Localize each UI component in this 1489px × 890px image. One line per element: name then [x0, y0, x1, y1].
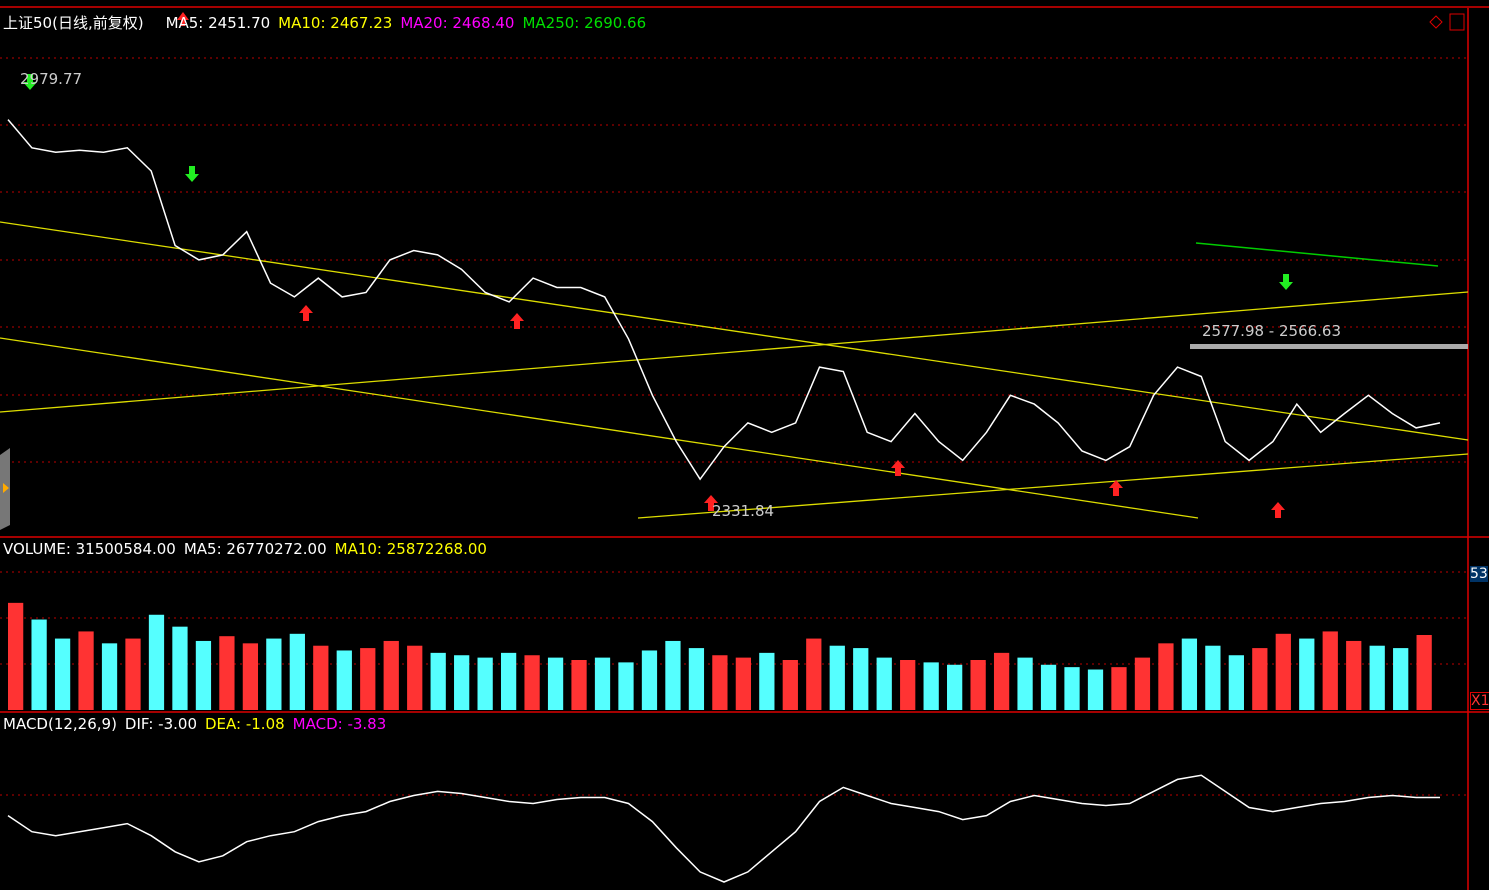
volume-bar — [1275, 633, 1291, 710]
range-marker — [1190, 344, 1468, 349]
volume-bar — [993, 652, 1010, 710]
legend-entry: DIF: -3.00 — [124, 715, 197, 733]
range-annotation: 2577.98 - 2566.63 — [1202, 322, 1342, 340]
price-line — [7, 774, 1440, 883]
volume-bar — [547, 657, 564, 710]
volume-bar — [1228, 655, 1244, 710]
volume-bar — [148, 614, 165, 710]
volume-bar — [735, 657, 751, 710]
volume-bar — [407, 645, 423, 710]
volume-bar — [1416, 634, 1432, 710]
legend-entry: MACD: -3.83 — [292, 715, 387, 733]
volume-bar — [430, 652, 446, 710]
legend-entry: MA5: 26770272.00 — [183, 540, 327, 558]
price-header: 上证50(日线,前复权) MA5: 2451.70 MA10: 2467.23 MA2… — [3, 12, 662, 33]
volume-bar — [876, 657, 892, 710]
volume-bar — [1299, 638, 1315, 710]
volume-bar — [125, 638, 141, 710]
volume-bar — [524, 655, 540, 710]
volume-bar — [1087, 669, 1104, 710]
volume-bar — [806, 638, 822, 710]
legend-entry: MA10: 25872268.00 — [334, 540, 487, 558]
volume-bar — [688, 648, 705, 710]
volume-header: VOLUME: 31500584.00 MA5: 26770272.00 MA10:… — [3, 540, 495, 558]
volume-bar — [618, 662, 634, 710]
signal-arrows — [23, 74, 1293, 518]
window-icon[interactable] — [1449, 13, 1465, 31]
volume-bar — [641, 650, 658, 710]
grid — [0, 57, 1468, 796]
volume-bar — [219, 636, 235, 710]
volume-bar — [1252, 648, 1268, 710]
volume-bar — [900, 660, 916, 710]
volume-bar — [54, 638, 71, 710]
side-tab-arrow — [3, 483, 9, 493]
scale-label: X1 — [1470, 692, 1489, 710]
price-line — [7, 119, 1441, 481]
volume-bar — [970, 660, 986, 710]
volume-bar — [712, 655, 728, 710]
volume-bar — [759, 652, 775, 710]
trend-line — [1195, 242, 1439, 267]
volume-bar — [947, 664, 963, 710]
legend-entry: MA5: 2451.70 — [165, 14, 271, 32]
volume-bar — [853, 648, 869, 710]
volume-bar — [289, 633, 305, 710]
volume-bar — [360, 648, 376, 710]
volume-bar — [336, 650, 352, 710]
volume-bar — [1205, 645, 1221, 710]
volume-bar — [454, 655, 470, 710]
volume-bar — [594, 657, 611, 710]
pane-borders — [0, 6, 1489, 890]
volume-bar — [477, 657, 493, 710]
volume-bar — [78, 631, 94, 710]
legend-entry: MA20: 2468.40 — [400, 14, 515, 32]
legend-entry: MA10: 2467.23 — [278, 14, 393, 32]
macd-header: MACD(12,26,9) DIF: -3.00 DEA: -1.08 MACD: -… — [3, 715, 394, 733]
legend-entry: MACD(12,26,9) — [3, 715, 117, 733]
volume-bar — [195, 640, 212, 710]
volume-bar — [500, 652, 517, 710]
volume-bar — [266, 638, 282, 710]
volume-bar — [1134, 657, 1151, 710]
legend-entry: DEA: -1.08 — [205, 715, 285, 733]
low-annotation: 2331.84 — [712, 502, 775, 520]
volume-bar — [242, 643, 259, 710]
volume-axis-label: 53 — [1470, 566, 1488, 582]
volume-bar — [1017, 657, 1033, 710]
volume-bar — [1181, 638, 1198, 710]
volume-bar — [571, 660, 587, 710]
volume-bar — [31, 619, 47, 710]
volume-bar — [1393, 648, 1409, 710]
volume-bar — [1158, 643, 1174, 710]
up-arrow-icon — [177, 12, 189, 26]
volume-bar — [1064, 667, 1080, 710]
volume-bar — [1322, 631, 1338, 710]
volume-bar — [782, 660, 798, 710]
volume-bar — [1346, 640, 1362, 710]
volume-bar — [313, 645, 329, 710]
volume-bar — [1111, 667, 1127, 710]
volume-bar — [665, 640, 681, 710]
trend-lines — [0, 221, 1469, 519]
legend-entry: MA250: 2690.66 — [522, 14, 647, 32]
volume-bar — [1369, 645, 1385, 710]
volume-bar — [172, 626, 188, 710]
high-annotation: 2979.77 — [20, 70, 83, 88]
legend-entry: VOLUME: 31500584.00 — [3, 540, 176, 558]
window-icon[interactable] — [1429, 15, 1443, 29]
instrument-title: 上证50(日线,前复权) — [3, 14, 144, 32]
volume-bar — [923, 662, 939, 710]
volume-bar — [383, 640, 399, 710]
volume-bar — [8, 602, 24, 710]
volume-bar — [829, 645, 845, 710]
volume-bar — [101, 643, 118, 710]
volume-bar — [1040, 664, 1057, 710]
